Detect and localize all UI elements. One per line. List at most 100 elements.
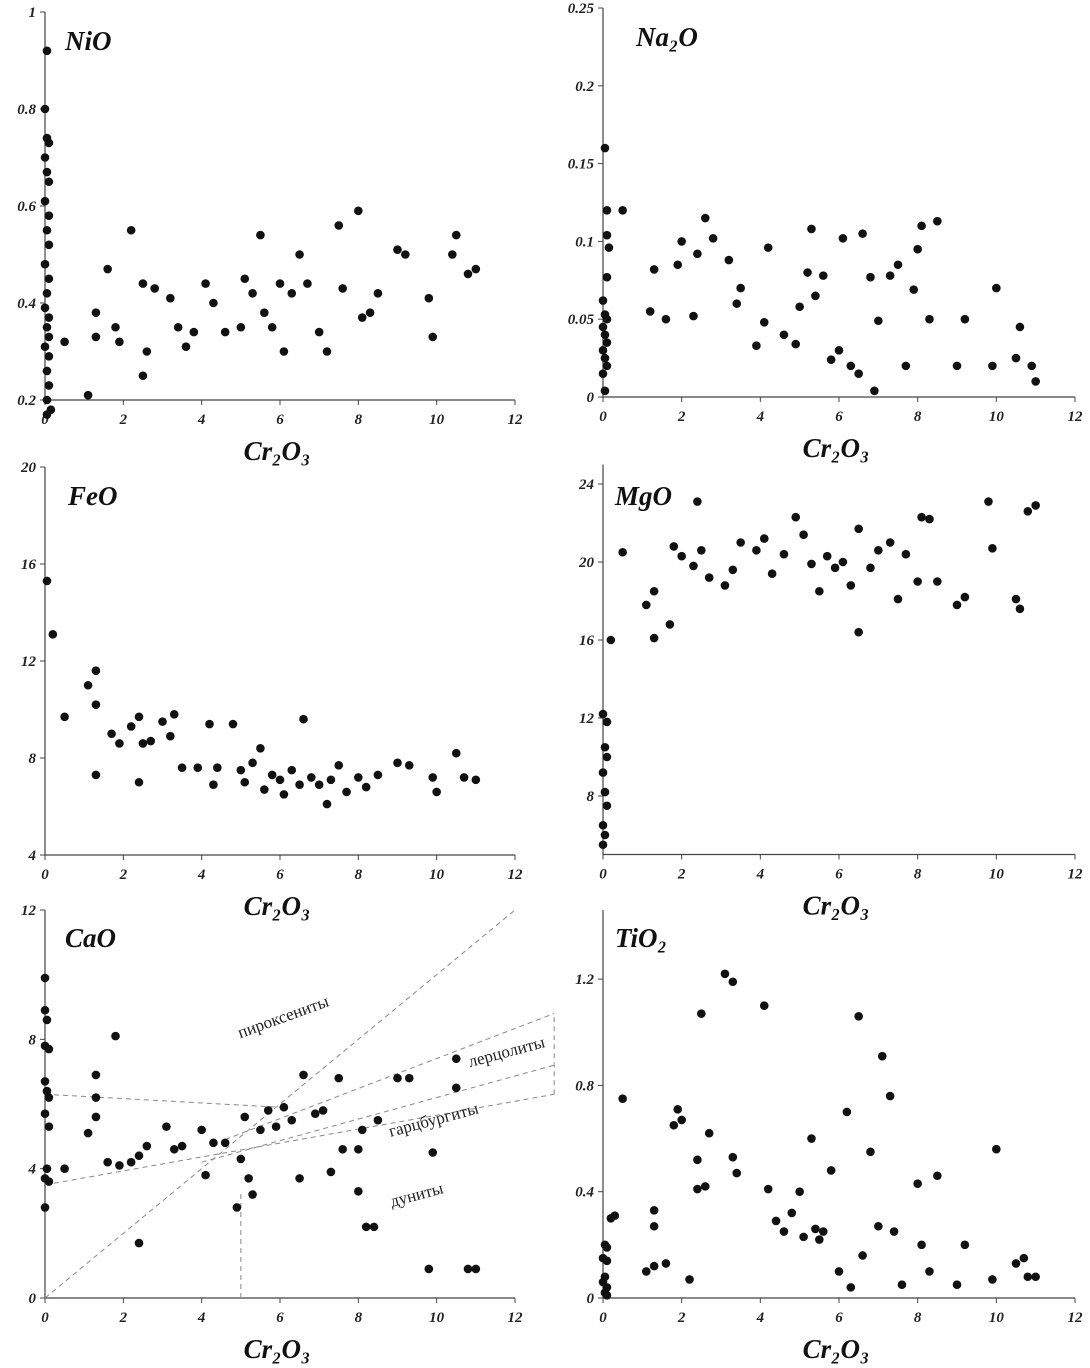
- data-point: [618, 205, 627, 215]
- data-point: [91, 308, 101, 318]
- data-point: [279, 790, 289, 799]
- data-point: [209, 1138, 218, 1148]
- data-point: [1015, 322, 1025, 332]
- data-point: [44, 1177, 54, 1186]
- data-point: [373, 289, 383, 298]
- data-point: [602, 752, 612, 762]
- data-point: [602, 272, 612, 282]
- data-point: [150, 284, 159, 293]
- data-point: [598, 369, 608, 378]
- data-point: [645, 307, 655, 316]
- data-point: [604, 243, 614, 252]
- data-point: [111, 322, 120, 332]
- data-point: [60, 712, 69, 722]
- data-point: [901, 549, 911, 559]
- data-point: [334, 760, 344, 770]
- data-point: [598, 322, 608, 332]
- data-point: [193, 763, 203, 772]
- data-point: [248, 1190, 257, 1199]
- x-tick-label: 8: [355, 1310, 363, 1326]
- data-point: [811, 291, 820, 301]
- data-point: [42, 1015, 52, 1025]
- data-point: [598, 820, 608, 830]
- data-point: [752, 546, 761, 555]
- data-point: [933, 577, 942, 586]
- data-point: [673, 260, 683, 270]
- data-point: [602, 205, 612, 215]
- data-point: [42, 366, 52, 376]
- data-point: [42, 1086, 52, 1096]
- data-point: [925, 314, 934, 324]
- data-point: [287, 765, 297, 775]
- data-point: [295, 1174, 304, 1183]
- data-point: [338, 284, 347, 293]
- data-point: [42, 1164, 52, 1173]
- data-point: [275, 279, 285, 288]
- data-point: [661, 1259, 671, 1268]
- data-point: [354, 1144, 363, 1154]
- data-point: [1031, 1272, 1040, 1282]
- data-point: [318, 1106, 328, 1115]
- data-point: [209, 298, 218, 308]
- data-point: [404, 1073, 414, 1083]
- x-tick-label: 10: [429, 1310, 445, 1326]
- data-point: [60, 1164, 69, 1173]
- data-point: [40, 1109, 50, 1118]
- x-tick-label: 8: [914, 409, 922, 425]
- data-point: [917, 512, 926, 522]
- data-point: [40, 104, 50, 114]
- data-point: [134, 777, 144, 787]
- data-point: [1023, 507, 1033, 516]
- data-point: [44, 313, 54, 322]
- panel: 0 2 4 6 8 10 12 0 4 8 12 CaO Cr₂O₃ пироксениты лерцоли…: [21, 903, 555, 1364]
- x-tick-label: 4: [197, 1310, 206, 1326]
- data-point: [700, 213, 710, 223]
- data-point: [846, 581, 856, 590]
- data-point: [162, 1122, 171, 1131]
- x-tick-label: 6: [276, 867, 284, 883]
- data-point: [669, 1120, 679, 1130]
- data-point: [107, 729, 116, 739]
- data-point: [334, 1073, 344, 1083]
- panel-title: MgO: [614, 481, 672, 511]
- data-point: [60, 337, 69, 347]
- data-point: [42, 410, 52, 419]
- data-point: [897, 1280, 907, 1290]
- data-point: [42, 289, 52, 298]
- data-point: [732, 1168, 742, 1178]
- data-point: [326, 1167, 336, 1177]
- x-axis-label: Cr₂O₃: [244, 891, 311, 921]
- data-point: [228, 719, 238, 729]
- data-point: [901, 361, 911, 371]
- data-point: [134, 712, 144, 722]
- data-point: [267, 770, 277, 780]
- data-point: [83, 1128, 93, 1138]
- data-point: [598, 296, 608, 305]
- data-point: [661, 314, 671, 324]
- data-point: [451, 1054, 461, 1064]
- y-tick-label: 0.2: [17, 393, 36, 409]
- boundary-line: [44, 909, 516, 1299]
- data-point: [815, 1235, 824, 1244]
- data-point: [669, 542, 679, 551]
- data-point: [142, 1141, 152, 1151]
- data-point: [728, 565, 738, 575]
- panel: 0 2 4 6 8 10 12 0.2 0.4 0.6 0.8 1 NiO Cr₂O₃: [17, 5, 523, 466]
- y-tick-label: 0.25: [568, 1, 595, 17]
- data-point: [40, 1077, 50, 1086]
- data-point: [913, 577, 922, 586]
- data-point: [834, 346, 844, 355]
- data-point: [240, 777, 250, 787]
- data-point: [826, 355, 836, 364]
- boundary-line: [201, 1064, 555, 1163]
- data-point: [791, 339, 801, 349]
- data-point: [256, 230, 265, 240]
- data-point: [767, 569, 777, 578]
- data-point: [173, 322, 183, 332]
- data-point: [115, 1161, 124, 1170]
- panel-title: TiO₂: [615, 923, 667, 953]
- data-point: [260, 308, 269, 318]
- x-tick-label: 10: [429, 412, 445, 428]
- data-point: [134, 1238, 144, 1248]
- data-point: [205, 719, 214, 729]
